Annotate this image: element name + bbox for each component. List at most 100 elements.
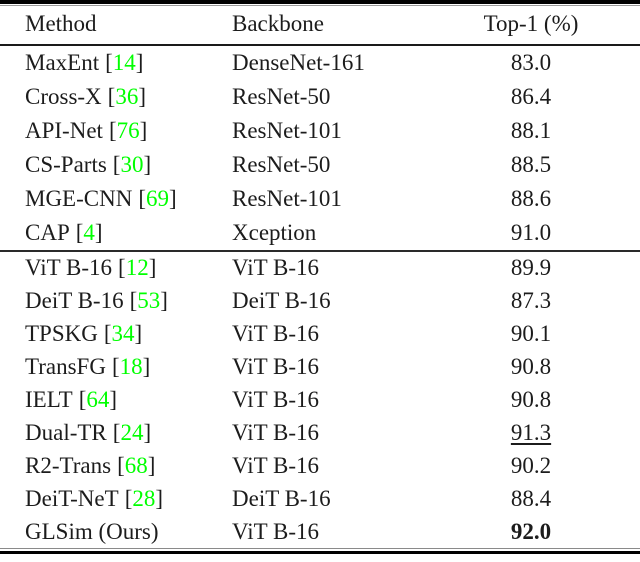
backbone-cell: ViT B-16 <box>232 354 320 380</box>
table-row: API-Net [76] ResNet-101 88.1 <box>0 114 640 148</box>
method-cell: CS-Parts [30] <box>25 152 232 178</box>
method-cell: CAP [4] <box>25 220 232 246</box>
backbone-cell: DeiT B-16 <box>232 485 331 511</box>
backbone-cell: Xception <box>232 220 317 245</box>
table-top-rule-thick <box>0 0 640 4</box>
top1-cell: 90.1 <box>510 321 552 347</box>
table-row: R2-Trans [68] ViT B-16 90.2 <box>0 449 640 482</box>
top1-cell: 87.3 <box>510 288 552 314</box>
method-name: MGE-CNN <box>25 186 133 211</box>
method-cell: Dual-TR [24] <box>25 420 232 446</box>
citation-link[interactable]: [36] <box>107 84 147 109</box>
citation-link[interactable]: [68] <box>117 452 156 478</box>
table-row: MaxEnt [14] DenseNet-161 83.0 <box>0 46 640 80</box>
method-name: API-Net <box>25 118 103 143</box>
cnn-methods-block: MaxEnt [14] DenseNet-161 83.0 Cross-X [36]… <box>0 46 640 250</box>
header-separator-rule <box>0 44 640 46</box>
top1-cell: 90.2 <box>510 452 552 478</box>
method-name: DeiT B-16 <box>25 288 124 314</box>
table-header-row: Method Backbone Top-1 (%) <box>0 4 640 44</box>
backbone-cell: ResNet-50 <box>232 84 331 109</box>
method-cell: Cross-X [36] <box>25 84 232 110</box>
table-row: ViT B-16 [12] ViT B-16 89.9 <box>0 252 640 285</box>
method-name: MaxEnt <box>25 50 100 75</box>
method-name: ViT B-16 <box>25 255 113 281</box>
method-cell: R2-Trans [68] <box>25 453 232 479</box>
backbone-cell: DeiT B-16 <box>232 288 331 314</box>
table-row: DeiT B-16 [53] DeiT B-16 87.3 <box>0 285 640 318</box>
citation-link[interactable]: [28] <box>124 485 164 511</box>
table-row: TPSKG [34] ViT B-16 90.1 <box>0 318 640 351</box>
top1-cell: 88.6 <box>510 186 552 211</box>
citation-link[interactable]: [69] <box>138 186 177 211</box>
top1-cell: 83.0 <box>510 50 552 75</box>
header-top1: Top-1 (%) <box>483 11 579 36</box>
backbone-cell: ViT B-16 <box>232 452 320 478</box>
method-name: GLSim (Ours) <box>25 518 159 544</box>
table-row: CS-Parts [30] ResNet-50 88.5 <box>0 148 640 182</box>
method-cell: MGE-CNN [69] <box>25 186 232 212</box>
method-cell: TransFG [18] <box>25 354 232 380</box>
table-top-rule-thin <box>0 5 640 6</box>
top1-cell: 91.0 <box>510 220 552 245</box>
citation-link[interactable]: [12] <box>118 255 157 281</box>
top1-cell: 88.4 <box>510 485 552 511</box>
method-name: CS-Parts <box>25 152 107 177</box>
top1-cell: 88.1 <box>510 118 552 143</box>
method-name: Dual-TR <box>25 419 107 445</box>
citation-link[interactable]: [14] <box>105 50 144 75</box>
backbone-cell: DenseNet-161 <box>232 50 365 75</box>
method-cell: GLSim (Ours) <box>25 519 232 545</box>
table-row: CAP [4] Xception 91.0 <box>0 216 640 250</box>
top1-cell: 88.5 <box>510 152 552 177</box>
method-cell: DeiT-NeT [28] <box>25 486 232 512</box>
table-bottom-rule-thin <box>0 548 640 549</box>
backbone-cell: ViT B-16 <box>232 255 320 281</box>
top1-cell: 86.4 <box>510 84 552 109</box>
top1-cell: 90.8 <box>510 387 552 412</box>
method-cell: API-Net [76] <box>25 118 232 144</box>
method-name: DeiT-NeT <box>25 485 119 511</box>
method-name: IELT <box>25 387 73 412</box>
top1-cell-best: 92.0 <box>510 518 552 544</box>
table-row: TransFG [18] ViT B-16 90.8 <box>0 351 640 384</box>
header-method: Method <box>25 11 97 36</box>
backbone-cell: ResNet-50 <box>232 152 331 177</box>
table-row: MGE-CNN [69] ResNet-101 88.6 <box>0 182 640 216</box>
group-separator-rule <box>0 250 640 252</box>
method-cell: IELT [64] <box>25 387 232 413</box>
method-cell: ViT B-16 [12] <box>25 255 232 281</box>
citation-link[interactable]: [24] <box>112 419 152 445</box>
backbone-cell: ViT B-16 <box>232 321 320 347</box>
citation-link[interactable]: [76] <box>108 118 148 143</box>
transformer-methods-block: ViT B-16 [12] ViT B-16 89.9 DeiT B-16 [53]… <box>0 252 640 548</box>
method-cell: TPSKG [34] <box>25 321 232 347</box>
backbone-cell: ViT B-16 <box>232 387 320 412</box>
table-row: Cross-X [36] ResNet-50 86.4 <box>0 80 640 114</box>
method-cell: DeiT B-16 [53] <box>25 288 232 314</box>
citation-link[interactable]: [18] <box>111 354 151 380</box>
backbone-cell: ViT B-16 <box>232 518 320 544</box>
citation-link[interactable]: [53] <box>129 288 168 314</box>
method-name: R2-Trans <box>25 452 112 478</box>
top1-cell: 89.9 <box>510 255 552 281</box>
citation-link[interactable]: [4] <box>75 220 103 245</box>
top1-cell: 90.8 <box>510 354 552 380</box>
table-row: IELT [64] ViT B-16 90.8 <box>0 384 640 417</box>
backbone-cell: ResNet-101 <box>232 186 342 211</box>
citation-link[interactable]: [34] <box>103 321 143 347</box>
citation-link[interactable]: [30] <box>112 152 152 177</box>
table-row: DeiT-NeT [28] DeiT B-16 88.4 <box>0 482 640 515</box>
top1-cell-second-best: 91.3 <box>510 419 552 445</box>
method-name: TransFG <box>25 354 106 380</box>
header-backbone: Backbone <box>232 11 324 36</box>
method-name: CAP <box>25 220 70 245</box>
method-name: TPSKG <box>25 321 98 347</box>
table-row: GLSim (Ours) ViT B-16 92.0 <box>0 515 640 548</box>
table-bottom-rule-thick <box>0 551 640 554</box>
backbone-cell: ResNet-101 <box>232 118 342 143</box>
citation-link[interactable]: [64] <box>78 387 118 412</box>
backbone-cell: ViT B-16 <box>232 419 320 445</box>
table-row: Dual-TR [24] ViT B-16 91.3 <box>0 416 640 449</box>
